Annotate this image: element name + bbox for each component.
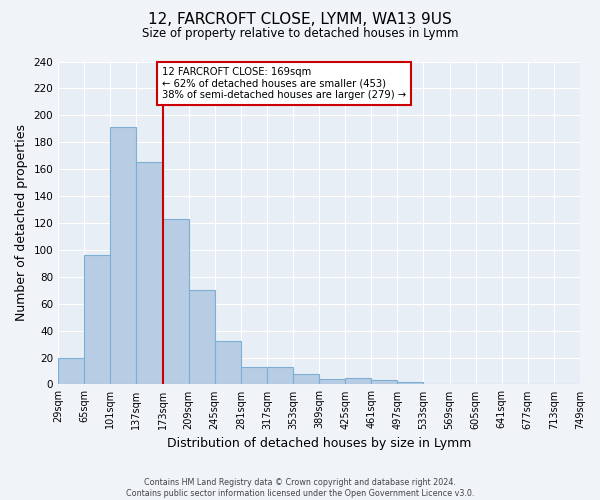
Bar xyxy=(215,342,241,384)
Text: Contains HM Land Registry data © Crown copyright and database right 2024.
Contai: Contains HM Land Registry data © Crown c… xyxy=(126,478,474,498)
Bar xyxy=(371,380,397,384)
Text: Size of property relative to detached houses in Lymm: Size of property relative to detached ho… xyxy=(142,28,458,40)
Bar xyxy=(319,379,345,384)
Bar xyxy=(267,367,293,384)
Bar xyxy=(188,290,215,384)
Y-axis label: Number of detached properties: Number of detached properties xyxy=(15,124,28,322)
Bar xyxy=(293,374,319,384)
Text: 12 FARCROFT CLOSE: 169sqm
← 62% of detached houses are smaller (453)
38% of semi: 12 FARCROFT CLOSE: 169sqm ← 62% of detac… xyxy=(162,67,406,100)
Bar xyxy=(136,162,163,384)
Bar xyxy=(163,219,188,384)
Bar xyxy=(110,128,136,384)
X-axis label: Distribution of detached houses by size in Lymm: Distribution of detached houses by size … xyxy=(167,437,471,450)
Bar xyxy=(241,367,267,384)
Bar xyxy=(345,378,371,384)
Bar xyxy=(58,358,84,384)
Bar xyxy=(84,256,110,384)
Text: 12, FARCROFT CLOSE, LYMM, WA13 9US: 12, FARCROFT CLOSE, LYMM, WA13 9US xyxy=(148,12,452,28)
Bar xyxy=(397,382,424,384)
